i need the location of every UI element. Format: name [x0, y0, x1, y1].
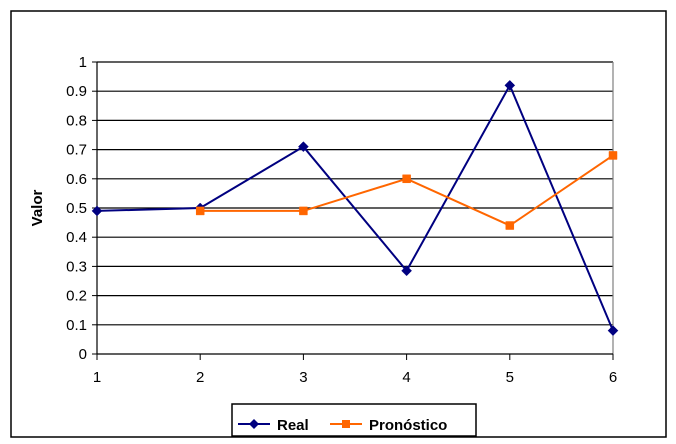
y-tick-label-6: 0.6	[66, 171, 87, 188]
series-line-real	[96, 83, 614, 332]
axes: 0 0.1 0.2 0.3 0.4 0.5 0.6 0.7 0.8 0.9 1 1 2 3 4 5 6	[66, 54, 617, 386]
legend-label-pronostico: Pronóstico	[369, 417, 447, 434]
data-point-real-1	[91, 205, 103, 217]
x-tick-label-0: 1	[93, 369, 101, 386]
data-point-pronostico-1	[195, 206, 205, 216]
x-tick-label-1: 2	[196, 369, 204, 386]
y-tick-label-4: 0.4	[66, 229, 87, 246]
data-point-real-3	[298, 141, 309, 153]
legend-box	[231, 403, 477, 437]
y-axis-label: Valor	[29, 189, 46, 226]
data-point-pronostico-5	[608, 151, 618, 160]
data-point-pronostico-3	[402, 174, 411, 184]
x-tick-label-5: 6	[609, 369, 617, 386]
x-tick-label-3: 4	[402, 369, 410, 386]
legend-label-real: Real	[277, 417, 309, 434]
gridlines	[97, 61, 614, 354]
legend: Real Pronóstico	[231, 403, 477, 437]
data-point-real-6	[607, 325, 619, 336]
data-point-pronostico-2	[299, 206, 308, 216]
y-tick-label-5: 0.5	[66, 200, 87, 217]
data-point-real-4	[401, 265, 412, 277]
legend-marker-pronostico	[342, 420, 350, 428]
data-point-real-5	[504, 80, 516, 91]
chart-border	[10, 10, 667, 438]
y-tick-label-2: 0.2	[66, 288, 87, 305]
x-tick-label-4: 5	[506, 369, 514, 386]
x-tick-label-2: 3	[299, 369, 307, 386]
y-tick-label-3: 0.3	[66, 258, 87, 275]
y-tick-label-8: 0.8	[66, 112, 87, 129]
y-tick-label-0: 0	[79, 346, 87, 363]
data-point-pronostico-4	[505, 221, 515, 230]
y-tick-label-10: 1	[79, 54, 87, 71]
y-tick-label-9: 0.9	[66, 83, 87, 100]
y-tick-label-1: 0.1	[66, 317, 87, 334]
y-tick-label-7: 0.7	[66, 142, 87, 159]
series-layer	[91, 80, 619, 336]
legend-marker-real	[249, 419, 259, 429]
